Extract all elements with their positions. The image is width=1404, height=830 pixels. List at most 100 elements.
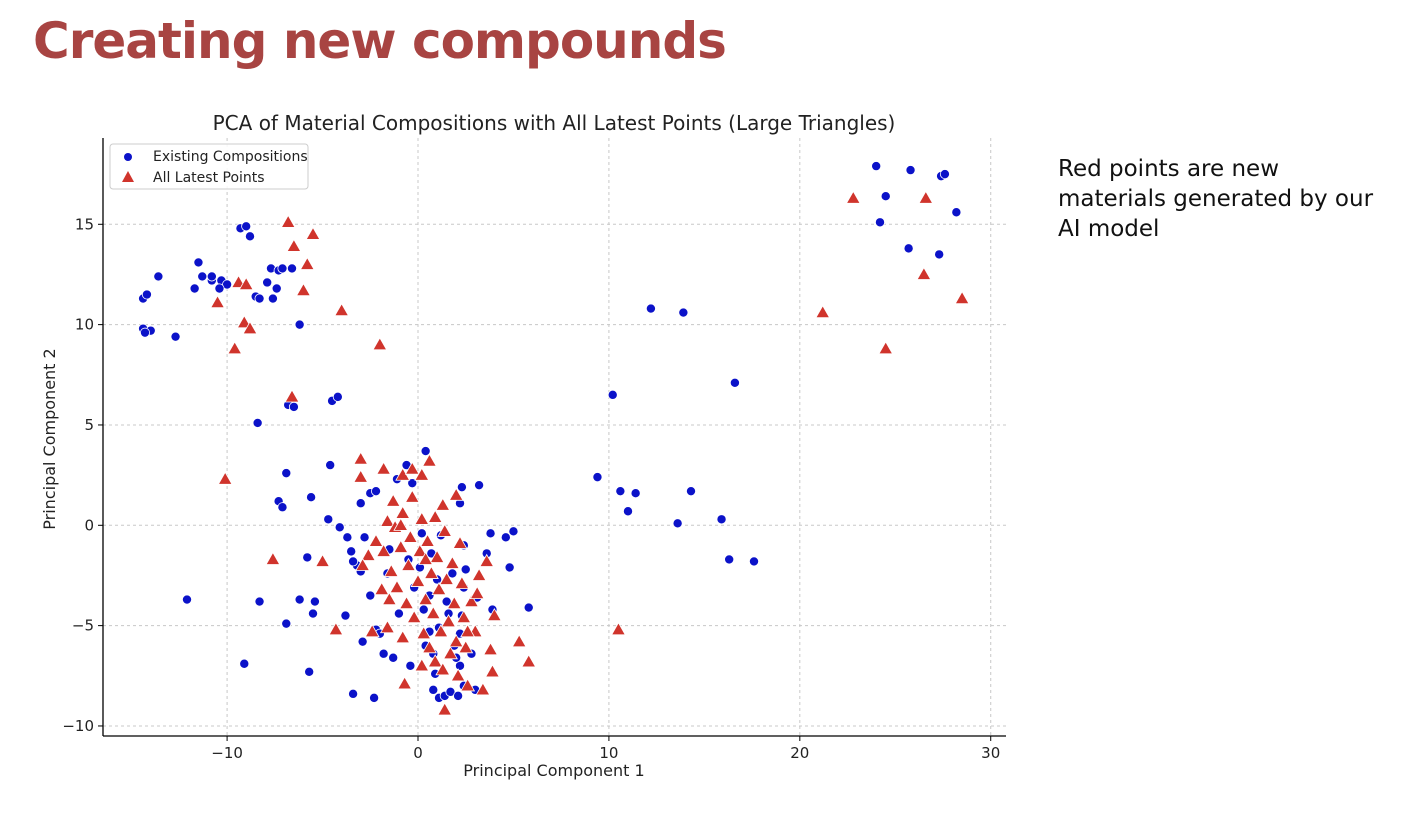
latest-point [414, 511, 430, 525]
latest-point [918, 190, 934, 204]
latest-point [483, 642, 499, 656]
latest-point [448, 487, 464, 501]
latest-point [238, 276, 254, 290]
existing-point [214, 283, 225, 294]
x-tick-label: 20 [790, 744, 809, 762]
latest-point [410, 573, 426, 587]
latest-point [399, 595, 415, 610]
latest-point [227, 341, 243, 355]
latest-point [334, 302, 350, 317]
latest-point [286, 238, 302, 252]
latest-point [471, 567, 487, 581]
existing-point [875, 217, 886, 228]
legend-label-existing: Existing Compositions [153, 149, 308, 165]
existing-point [241, 221, 252, 232]
existing-point [342, 532, 353, 543]
y-axis-label: Principal Component 2 [40, 348, 59, 529]
y-tick-label: 0 [84, 516, 94, 534]
existing-point [934, 249, 945, 260]
latest-point [469, 585, 485, 600]
latest-point [393, 517, 409, 531]
slide-title: Creating new compounds [33, 12, 727, 70]
existing-point [340, 610, 351, 621]
latest-point [431, 581, 447, 596]
side-note: Red points are new materials generated b… [1058, 156, 1374, 242]
latest-point [425, 605, 441, 620]
latest-point [406, 609, 422, 624]
y-tick-label: 15 [75, 215, 94, 233]
latest-point [446, 595, 462, 610]
latest-point [305, 226, 321, 240]
existing-point [445, 686, 456, 697]
latest-point [463, 593, 479, 608]
existing-point [630, 488, 641, 499]
latest-point [521, 654, 537, 668]
existing-point [453, 690, 464, 701]
latest-point [385, 493, 401, 507]
latest-point [355, 557, 371, 571]
latest-point [418, 551, 434, 565]
latest-point [299, 256, 315, 270]
latest-point [511, 634, 527, 648]
existing-point [302, 552, 313, 563]
latest-point [916, 266, 932, 280]
existing-point [939, 169, 950, 180]
x-axis-label: Principal Component 1 [463, 761, 644, 780]
latest-point [427, 509, 443, 523]
existing-point [378, 648, 389, 659]
x-tick-label: 10 [599, 744, 618, 762]
existing-point [672, 518, 683, 529]
existing-point [474, 480, 485, 491]
existing-point [170, 331, 181, 342]
existing-point [686, 486, 697, 497]
latest-point [397, 676, 413, 690]
latest-point [383, 563, 399, 577]
existing-point [244, 231, 255, 242]
existing-point [309, 596, 320, 607]
latest-point [437, 702, 453, 716]
latest-point [414, 467, 430, 481]
latest-point [412, 543, 428, 557]
latest-point [328, 622, 344, 636]
existing-point [348, 688, 359, 699]
latest-point [381, 591, 397, 606]
existing-point [348, 556, 359, 567]
latest-point [353, 451, 369, 465]
existing-point [678, 307, 689, 318]
latest-point [364, 624, 380, 638]
legend: Existing Compositions All Latest Points [109, 143, 309, 190]
latest-point [400, 557, 416, 571]
latest-point [435, 662, 451, 676]
latest-point [433, 624, 449, 638]
existing-point [288, 401, 299, 412]
existing-point [724, 554, 735, 565]
existing-point [504, 562, 515, 573]
latest-point [280, 214, 296, 228]
existing-point [607, 389, 618, 400]
existing-point [139, 327, 150, 338]
existing-point [416, 528, 427, 539]
y-tick-label: −5 [72, 617, 94, 635]
latest-point [210, 294, 226, 309]
latest-point [460, 678, 476, 692]
existing-point [306, 492, 317, 503]
x-tick-label: 30 [981, 744, 1000, 762]
latest-point [284, 389, 300, 403]
existing-point [716, 514, 727, 525]
existing-point [323, 514, 334, 525]
existing-point [271, 283, 282, 294]
latest-point [486, 607, 502, 622]
existing-point [905, 165, 916, 176]
existing-point [334, 522, 345, 533]
latest-point [421, 640, 437, 654]
latest-point [427, 654, 443, 668]
legend-marker-existing [124, 153, 132, 161]
latest-point [389, 579, 405, 594]
latest-point [484, 664, 500, 678]
existing-point [615, 486, 626, 497]
existing-point [294, 594, 305, 605]
existing-point [254, 596, 265, 607]
y-tick-label: 10 [75, 316, 94, 334]
latest-point [456, 609, 472, 624]
latest-point [393, 539, 409, 553]
